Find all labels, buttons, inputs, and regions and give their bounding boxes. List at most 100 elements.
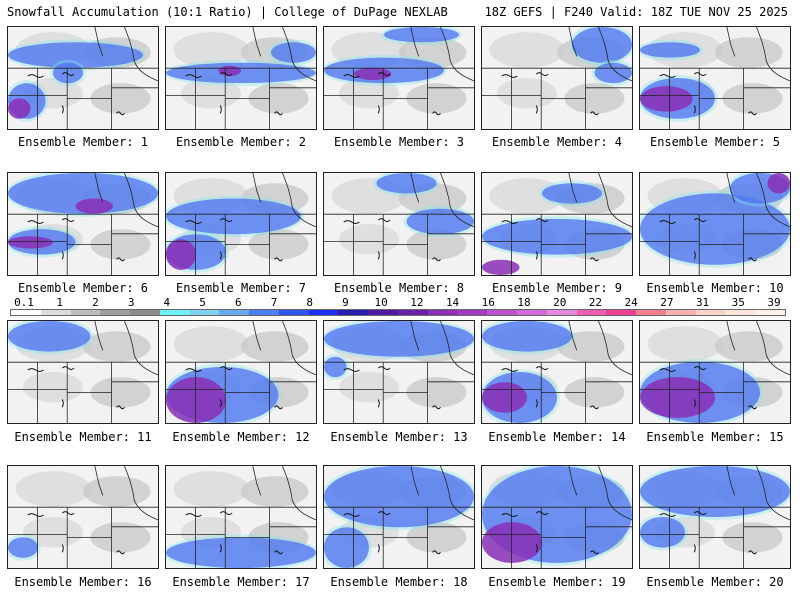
snowfall-colorbar: 0.1 1 2 3 4 5 6 7 8 9 10 12 14 16 18 20 22 24 27 31 35 39 [10, 297, 786, 317]
snowfall-map [482, 173, 632, 275]
state-boundary [282, 466, 316, 521]
ensemble-map-panel [323, 465, 475, 569]
snow-area [482, 321, 572, 352]
colorbar-tick-label: 8 [306, 296, 314, 309]
heavy-snow-area [482, 259, 520, 275]
ensemble-map-panel [481, 172, 633, 276]
colorbar-tick-label: 0.1 [14, 296, 34, 309]
ensemble-member-label: Ensemble Member: 7 [175, 281, 307, 295]
snow-area [384, 27, 459, 43]
lake-outline [432, 257, 441, 262]
snowfall-map [166, 173, 316, 275]
lake-outline [274, 550, 283, 555]
model-valid-time: 18Z GEFS | F240 Valid: 18Z TUE NOV 25 20… [484, 5, 788, 19]
colorbar-tick-label: 10 [374, 296, 388, 309]
ensemble-member-label: Ensemble Member: 3 [333, 135, 465, 149]
ensemble-map-panel [165, 465, 317, 569]
lake-outline [693, 251, 696, 260]
lake-outline [116, 405, 125, 410]
lake-outline [748, 550, 757, 555]
snowfall-map [166, 321, 316, 423]
lake-outline [61, 399, 64, 408]
colorbar-swatch [665, 310, 696, 315]
lake-outline [61, 72, 75, 77]
lake-outline [219, 544, 222, 553]
snow-area [8, 42, 143, 68]
lake-outline [219, 72, 233, 77]
state-boundary [598, 27, 632, 82]
lake-outline [219, 251, 222, 260]
lake-outline [590, 257, 599, 262]
ensemble-member-label: Ensemble Member: 10 [646, 281, 784, 295]
lake-outline [343, 220, 360, 224]
snowfall-map [8, 466, 158, 568]
lake-outline [116, 257, 125, 262]
heavy-snow-area [640, 86, 693, 112]
state-boundary [726, 27, 736, 57]
colorbar-swatch [100, 310, 131, 315]
state-boundary [598, 466, 632, 521]
colorbar-swatch [576, 310, 607, 315]
snow-area [166, 198, 301, 235]
colorbar-swatch [755, 310, 785, 315]
lake-outline [185, 368, 202, 372]
lake-outline [61, 366, 75, 371]
state-boundary [124, 173, 158, 228]
lake-outline [185, 513, 202, 517]
state-boundary [440, 173, 474, 228]
lake-outline [27, 513, 44, 517]
colorbar-swatches [10, 309, 786, 316]
snowfall-map [324, 466, 474, 568]
colorbar-tick-label: 31 [695, 296, 710, 309]
lake-outline [535, 366, 549, 371]
lake-outline [693, 218, 707, 223]
state-boundary [756, 27, 790, 82]
state-boundary [568, 173, 578, 203]
ensemble-member-label: Ensemble Member: 1 [17, 135, 149, 149]
snow-area [572, 27, 632, 63]
lake-outline [274, 111, 283, 116]
colorbar-tick-label: 2 [92, 296, 99, 309]
colorbar-swatch [636, 310, 666, 315]
heavy-snow-area [8, 98, 31, 119]
lake-outline [61, 544, 64, 553]
state-boundary [410, 321, 420, 351]
state-boundary [598, 173, 632, 228]
state-boundary [252, 466, 262, 496]
colorbar-tick-label: 1 [56, 296, 64, 309]
lake-outline [693, 105, 696, 114]
colorbar-swatch [40, 310, 71, 315]
lake-outline [377, 399, 380, 408]
state-boundary [726, 321, 736, 351]
ensemble-map-panel [481, 26, 633, 130]
lake-outline [274, 257, 283, 262]
colorbar-swatch [219, 310, 250, 315]
colorbar-swatch [278, 310, 309, 315]
colorbar-tick-label: 6 [234, 296, 242, 309]
state-boundary [94, 27, 104, 57]
heavy-snow-area [75, 198, 113, 214]
snow-area [640, 466, 790, 517]
snowfall-map [324, 321, 474, 423]
colorbar-swatch [338, 310, 369, 315]
lake-outline [535, 72, 549, 77]
lake-outline [116, 550, 125, 555]
state-boundary [440, 466, 474, 521]
snow-area [8, 321, 91, 352]
snow-area [542, 183, 602, 204]
lake-outline [535, 544, 538, 553]
state-boundary [94, 173, 104, 203]
colorbar-swatch [546, 310, 577, 315]
snow-area [8, 537, 38, 558]
state-boundary [598, 321, 632, 376]
ensemble-map-panel [165, 172, 317, 276]
lake-outline [185, 74, 202, 78]
lake-outline [377, 544, 380, 553]
lake-outline [693, 511, 707, 516]
snowfall-map [324, 27, 474, 129]
colorbar-swatch [606, 310, 637, 315]
lake-outline [377, 72, 391, 77]
lake-outline [501, 513, 518, 517]
colorbar-swatch [487, 310, 518, 315]
heavy-snow-area [8, 236, 53, 249]
